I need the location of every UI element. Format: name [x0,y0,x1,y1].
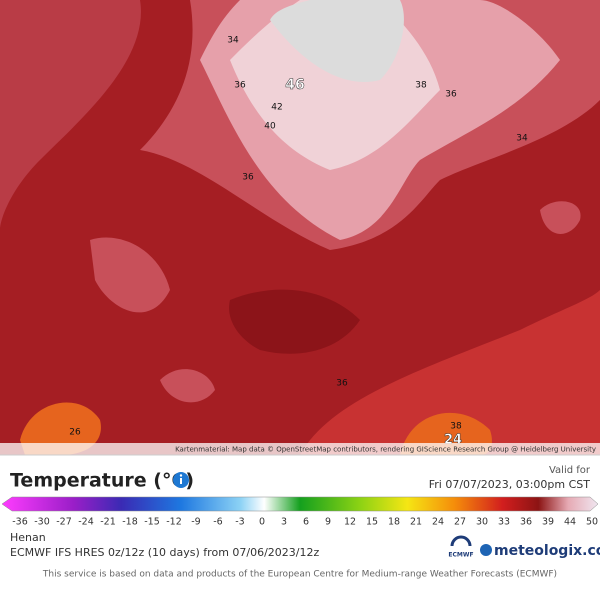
ecmwf-logo: ECMWF [448,535,474,559]
colorbar-tick-label: 39 [542,517,554,528]
contour-label: 38 [415,81,427,91]
region: Henan [10,531,46,544]
colorbar-tick-label: -36 [12,517,28,528]
colorbar-tick-label: 36 [520,517,532,528]
contour-label: 36 [242,173,254,183]
brand[interactable]: meteologix.com [494,543,600,559]
contour-label: 36 [234,81,246,91]
colorbar-tick-label: -9 [191,517,200,528]
colorbar-tick-label: 6 [303,517,309,528]
colorbar-tick-label: 18 [388,517,400,528]
brand-icon [480,544,492,556]
notice: This service is based on data and produc… [42,570,557,580]
colorbar-tick-label: 0 [259,517,265,528]
colorbar-tick-label: -21 [100,517,116,528]
contour-label: 26 [69,428,81,438]
colorbar-tick-label: -27 [56,517,72,528]
map-attribution: Kartenmaterial: Map data © OpenStreetMap… [175,446,596,454]
contour-label: 40 [264,122,276,132]
colorbar-tick-label: 30 [476,517,488,528]
colorbar-tick-label: -12 [166,517,182,528]
colorbar-tick-label: -18 [122,517,138,528]
colorbar-tick-label: 27 [454,517,466,528]
ecmwf-text: ECMWF [448,552,473,559]
colorbar-tick-label: 44 [564,517,576,528]
colorbar-tick-label: 12 [344,517,356,528]
info-icon[interactable] [173,472,189,488]
colorbar-tick-label: 50 [586,517,598,528]
contour-label: 34 [227,36,239,46]
model-run: ECMWF IFS HRES 0z/12z (10 days) from 07/… [10,546,320,559]
colorbar-tick-label: -30 [34,517,50,528]
colorbar-tick-label: -3 [235,517,244,528]
colorbar-tick-label: 33 [498,517,510,528]
valid-time: Fri 07/07/2023, 03:00pm CST [429,478,591,491]
contour-label: 36 [445,90,457,100]
colorbar-tick-label: 3 [281,517,287,528]
colorbar-tick-label: -15 [144,517,160,528]
colorbar-tick-label: 24 [432,517,444,528]
contour-label: 42 [271,103,282,113]
legend-title: Temperature (°C) [10,470,194,492]
colorbar-tick-label: 9 [325,517,331,528]
contour-label: 38 [450,422,462,432]
colorbar [1,496,599,512]
colorbar-tick-label: -6 [213,517,222,528]
colorbar-tick-label: 15 [366,517,378,528]
contour-label: 36 [336,379,348,389]
valid-label: Valid for [549,465,591,476]
colorbar-tick-label: -24 [78,517,94,528]
colorbar-tick-label: 21 [410,517,422,528]
contour-label: 34 [516,134,528,144]
contour-label: 46 [285,77,304,93]
